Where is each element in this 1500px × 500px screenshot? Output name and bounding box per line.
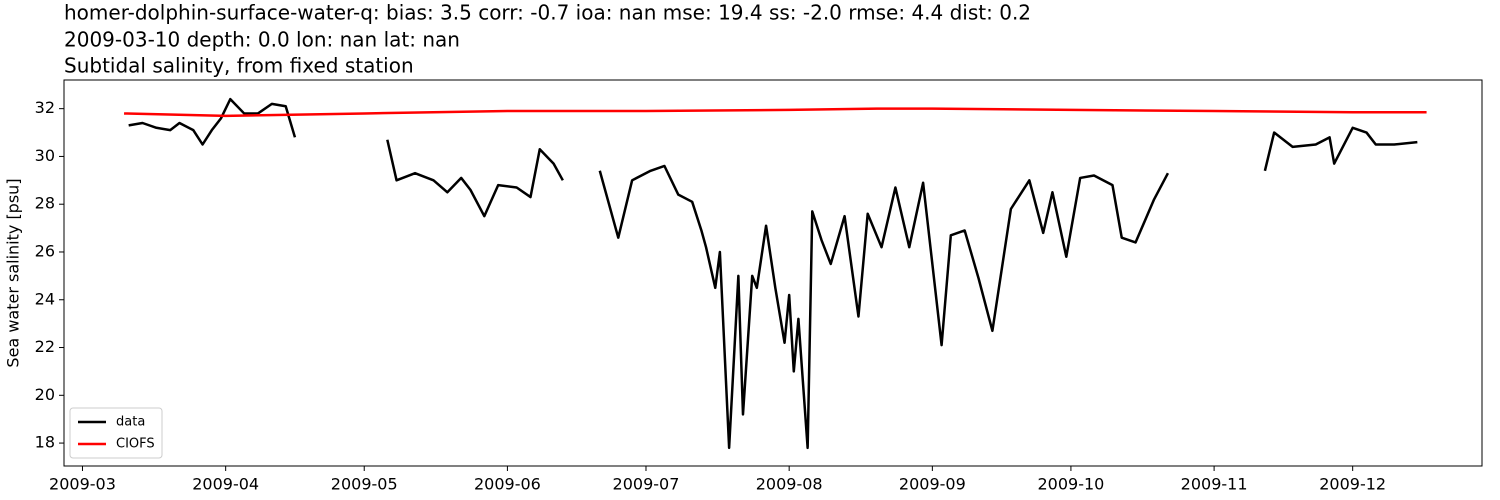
plot-frame [63,79,1483,467]
y-tick-label: 22 [35,337,55,356]
y-tick-label: 24 [35,289,55,308]
x-tick-label: 2009-11 [1181,475,1248,494]
y-tick-label: 32 [35,98,55,117]
x-tick-label: 2009-10 [1037,475,1104,494]
x-tick-label: 2009-09 [899,475,966,494]
line-series [128,97,1418,450]
x-tick-label: 2009-03 [49,475,116,494]
legend-label: data [116,415,145,430]
x-tick-label: 2009-06 [474,475,541,494]
x-tick-label: 2009-08 [756,475,823,494]
y-tick-label: 26 [35,241,55,260]
line-series [124,107,1427,118]
x-tick-label: 2009-05 [331,475,398,494]
chart-subtitle: Subtidal salinity, from fixed station [64,54,414,78]
chart-title: homer-dolphin-surface-water-q: bias: 3.5… [64,1,1031,25]
legend-box [69,407,163,459]
y-tick-label: 18 [35,433,55,452]
x-tick-label: 2009-07 [613,475,680,494]
y-tick-label: 28 [35,194,55,213]
legend-label: CIOFS [116,437,155,452]
x-tick-label: 2009-04 [192,475,259,494]
y-axis-label: Sea water salinity [psu] [4,178,23,367]
chart-subtitle: 2009-03-10 depth: 0.0 lon: nan lat: nan [64,28,460,52]
y-tick-label: 30 [35,146,55,165]
x-tick-label: 2009-12 [1319,475,1386,494]
y-tick-label: 20 [35,385,55,404]
